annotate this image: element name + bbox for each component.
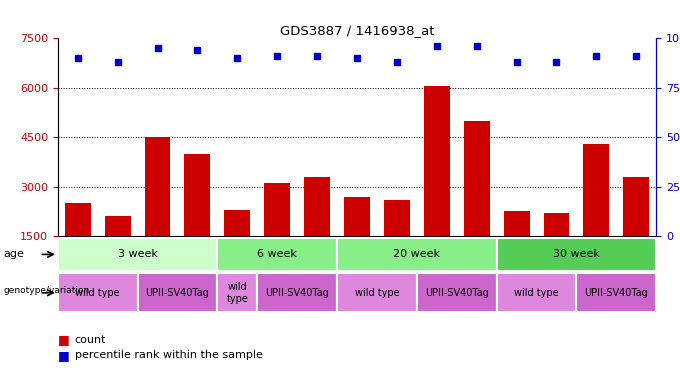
Bar: [496, 273, 577, 312]
Text: UPII-SV40Tag: UPII-SV40Tag: [584, 288, 648, 298]
Bar: [58, 273, 137, 312]
Text: UPII-SV40Tag: UPII-SV40Tag: [425, 288, 489, 298]
Bar: [543, 213, 569, 236]
Bar: [137, 273, 218, 312]
Point: [471, 43, 482, 50]
Point: [72, 55, 83, 61]
Text: ■: ■: [58, 333, 69, 346]
Text: age: age: [3, 249, 24, 260]
Title: GDS3887 / 1416938_at: GDS3887 / 1416938_at: [279, 24, 435, 37]
Bar: [624, 177, 649, 236]
Bar: [583, 144, 609, 236]
Bar: [504, 212, 530, 236]
Bar: [344, 197, 370, 236]
Bar: [184, 154, 210, 236]
Bar: [224, 210, 250, 236]
Text: 30 week: 30 week: [553, 249, 600, 260]
Bar: [218, 238, 337, 271]
Text: wild type: wild type: [355, 288, 399, 298]
Point: [152, 45, 163, 51]
Point: [511, 59, 522, 65]
Point: [192, 47, 203, 53]
Text: UPII-SV40Tag: UPII-SV40Tag: [146, 288, 209, 298]
Bar: [496, 238, 656, 271]
Bar: [337, 273, 417, 312]
Bar: [257, 273, 337, 312]
Point: [352, 55, 362, 61]
Text: 3 week: 3 week: [118, 249, 158, 260]
Text: genotype/variation: genotype/variation: [3, 286, 90, 295]
Bar: [145, 137, 171, 236]
Text: 6 week: 6 week: [257, 249, 297, 260]
Text: wild
type: wild type: [226, 282, 248, 304]
Point: [551, 59, 562, 65]
Point: [631, 53, 642, 59]
Point: [272, 53, 283, 59]
Bar: [464, 121, 490, 236]
Bar: [105, 217, 131, 236]
Text: ■: ■: [58, 349, 69, 362]
Point: [392, 59, 403, 65]
Bar: [417, 273, 496, 312]
Text: 20 week: 20 week: [393, 249, 441, 260]
Bar: [304, 177, 330, 236]
Text: percentile rank within the sample: percentile rank within the sample: [75, 350, 262, 360]
Point: [232, 55, 243, 61]
Bar: [218, 273, 257, 312]
Bar: [577, 273, 656, 312]
Bar: [424, 86, 449, 236]
Point: [311, 53, 322, 59]
Text: count: count: [75, 335, 106, 345]
Bar: [265, 184, 290, 236]
Bar: [65, 203, 90, 236]
Bar: [384, 200, 410, 236]
Point: [591, 53, 602, 59]
Text: UPII-SV40Tag: UPII-SV40Tag: [265, 288, 329, 298]
Point: [431, 43, 442, 50]
Text: wild type: wild type: [75, 288, 120, 298]
Bar: [337, 238, 496, 271]
Bar: [58, 238, 218, 271]
Text: wild type: wild type: [514, 288, 559, 298]
Point: [112, 59, 123, 65]
